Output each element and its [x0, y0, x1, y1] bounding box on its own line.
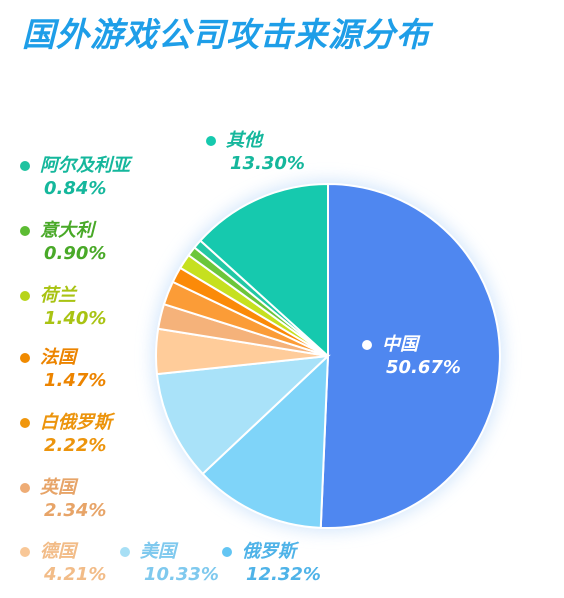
legend-value: 2.22% — [44, 435, 107, 456]
legend-item-netherlands: 荷兰 1.40% — [20, 285, 106, 331]
legend-value: 10.33% — [144, 564, 219, 585]
pie-slice-2 — [155, 354, 331, 476]
legend-label: 其他 — [226, 130, 262, 151]
legend-dot — [20, 161, 30, 171]
legend-dot — [20, 547, 30, 557]
legend-dot — [20, 483, 30, 493]
legend-label: 中国 — [382, 334, 418, 355]
legend-dot — [20, 418, 30, 428]
legend-label: 英国 — [40, 477, 76, 498]
legend-dot — [20, 353, 30, 363]
legend-item-china: 中国 50.67% — [362, 334, 461, 380]
legend-item-russia: 俄罗斯 12.32% — [222, 541, 321, 587]
pie-slices — [155, 182, 501, 529]
legend-label: 美国 — [140, 541, 176, 562]
legend-label: 意大利 — [40, 220, 94, 241]
legend-item-france: 法国 1.47% — [20, 347, 106, 393]
legend-label: 法国 — [40, 347, 76, 368]
legend-dot — [206, 136, 216, 146]
chart-title: 国外游戏公司攻击来源分布 — [22, 15, 430, 54]
legend-value: 0.84% — [44, 178, 107, 199]
legend-dot — [120, 547, 130, 557]
pie-slice-10 — [199, 182, 329, 359]
legend-item-belarus: 白俄罗斯 2.22% — [20, 412, 112, 458]
legend-value: 13.30% — [230, 153, 305, 174]
pie-slice-1 — [201, 353, 330, 529]
legend-value: 0.90% — [44, 243, 107, 264]
legend-item-usa: 美国 10.33% — [120, 541, 219, 587]
legend-label: 白俄罗斯 — [40, 412, 112, 433]
legend-item-algeria: 阿尔及利亚 0.84% — [20, 155, 130, 201]
legend-item-other: 其他 13.30% — [206, 130, 305, 176]
legend-dot — [20, 226, 30, 236]
legend-label: 阿尔及利亚 — [40, 155, 130, 176]
legend-dot — [20, 291, 30, 301]
legend-value: 50.67% — [386, 357, 461, 378]
legend-item-uk: 英国 2.34% — [20, 477, 106, 523]
legend-value: 1.47% — [44, 370, 107, 391]
legend-value: 2.34% — [44, 500, 107, 521]
legend-label: 荷兰 — [40, 285, 76, 306]
legend-item-germany: 德国 4.21% — [20, 541, 106, 587]
legend-item-italy: 意大利 0.90% — [20, 220, 106, 266]
legend-value: 12.32% — [246, 564, 321, 585]
legend-dot — [222, 547, 232, 557]
pie-slice-0 — [319, 182, 501, 529]
legend-value: 1.40% — [44, 308, 107, 329]
legend-label: 德国 — [40, 541, 76, 562]
legend-label: 俄罗斯 — [242, 541, 296, 562]
legend-dot — [362, 340, 372, 350]
legend-value: 4.21% — [44, 564, 107, 585]
